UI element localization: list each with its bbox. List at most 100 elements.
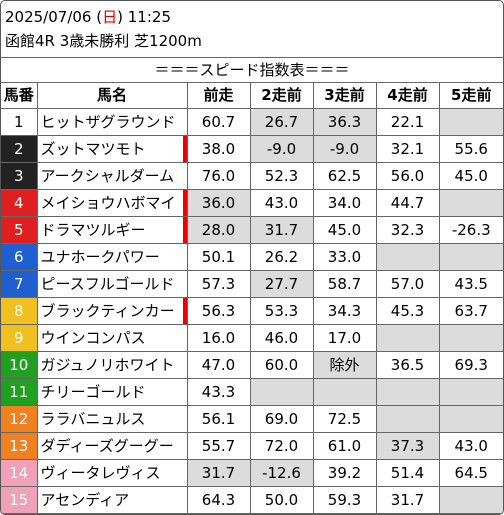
- col-header-name: 馬名: [36, 82, 188, 109]
- speed-5back: [438, 243, 503, 271]
- header-row: 馬番 馬名 前走 2走前 3走前 4走前 5走前: [1, 82, 503, 109]
- speed-5back: 63.7: [438, 297, 503, 325]
- horse-name: メイショウハボマイ: [36, 189, 188, 217]
- speed-5back: [438, 324, 503, 352]
- speed-3back: 59.3: [312, 486, 377, 514]
- horse-number: 11: [1, 378, 38, 406]
- speed-last: 38.0: [186, 135, 251, 163]
- col-header-4back: 4走前: [375, 82, 440, 109]
- table-row: 2 ズットマツモト 38.0 -9.0 -9.0 32.1 55.6: [1, 135, 503, 163]
- speed-5back: [438, 486, 503, 514]
- speed-3back: 72.5: [312, 405, 377, 433]
- horse-number: 1: [1, 108, 38, 136]
- speed-last: 64.3: [186, 486, 251, 514]
- speed-2back: 27.7: [249, 270, 314, 298]
- race-weekday: 日: [102, 8, 118, 26]
- speed-4back: 32.1: [375, 135, 440, 163]
- speed-4back: [375, 378, 440, 406]
- speed-last: 16.0: [186, 324, 251, 352]
- table-row: 1 ヒットザグラウンド 60.7 26.7 36.3 22.1: [1, 108, 503, 136]
- speed-last: 56.1: [186, 405, 251, 433]
- speed-4back: 57.0: [375, 270, 440, 298]
- horse-number: 3: [1, 162, 38, 190]
- speed-2back: 46.0: [249, 324, 314, 352]
- table-body: 1 ヒットザグラウンド 60.7 26.7 36.3 22.1 2 ズットマツモト 38.0 -9…: [1, 108, 503, 514]
- speed-5back: -26.3: [438, 216, 503, 244]
- horse-name: アークシャルダーム: [36, 162, 188, 190]
- col-header-3back: 3走前: [312, 82, 377, 109]
- race-date: 2025/07/06: [5, 8, 92, 26]
- speed-3back: 39.2: [312, 459, 377, 487]
- speed-4back: 31.7: [375, 486, 440, 514]
- speed-3back: [312, 378, 377, 406]
- speed-last: 36.0: [186, 189, 251, 217]
- speed-3back: -9.0: [312, 135, 377, 163]
- speed-3back: 61.0: [312, 432, 377, 460]
- table-row: 14 ヴィータレヴィス 31.7 -12.6 39.2 51.4 64.5: [1, 459, 503, 487]
- speed-last: 28.0: [186, 216, 251, 244]
- speed-4back: 51.4: [375, 459, 440, 487]
- speed-last: 43.3: [186, 378, 251, 406]
- horse-name: ガジュノリホワイト: [36, 351, 188, 379]
- speed-5back: 69.3: [438, 351, 503, 379]
- horse-number: 5: [1, 216, 38, 244]
- speed-4back: 37.3: [375, 432, 440, 460]
- speed-5back: [438, 378, 503, 406]
- table-row: 7 ピースフルゴールド 57.3 27.7 58.7 57.0 43.5: [1, 270, 503, 298]
- speed-last: 56.3: [186, 297, 251, 325]
- table-row: 11 チリーゴールド 43.3: [1, 378, 503, 406]
- speed-4back: 22.1: [375, 108, 440, 136]
- speed-3back: 34.0: [312, 189, 377, 217]
- table-row: 9 ウインコンパス 16.0 46.0 17.0: [1, 324, 503, 352]
- table-row: 15 アセンディア 64.3 50.0 59.3 31.7: [1, 486, 503, 514]
- speed-3back: 62.5: [312, 162, 377, 190]
- race-info: 函館4R 3歳未勝利 芝1200m: [5, 32, 202, 50]
- horse-number: 7: [1, 270, 38, 298]
- horse-number: 2: [1, 135, 38, 163]
- table-row: 12 ララバニュルス 56.1 69.0 72.5: [1, 405, 503, 433]
- horse-name: ブラックティンカー: [36, 297, 188, 325]
- speed-index-table: 馬番 馬名 前走 2走前 3走前 4走前 5走前 1 ヒットザグラウンド 60.7 2…: [1, 82, 503, 514]
- horse-number: 9: [1, 324, 38, 352]
- speed-4back: [375, 405, 440, 433]
- speed-4back: 32.3: [375, 216, 440, 244]
- speed-2back: 31.7: [249, 216, 314, 244]
- speed-2back: 26.2: [249, 243, 314, 271]
- horse-number: 4: [1, 189, 38, 217]
- speed-3back: 34.3: [312, 297, 377, 325]
- speed-3back: 45.0: [312, 216, 377, 244]
- speed-2back: 26.7: [249, 108, 314, 136]
- speed-2back: 72.0: [249, 432, 314, 460]
- speed-last: 47.0: [186, 351, 251, 379]
- horse-name: チリーゴールド: [36, 378, 188, 406]
- speed-2back: 60.0: [249, 351, 314, 379]
- speed-last: 57.3: [186, 270, 251, 298]
- speed-last: 31.7: [186, 459, 251, 487]
- speed-2back: 69.0: [249, 405, 314, 433]
- horse-name: ウインコンパス: [36, 324, 188, 352]
- col-header-number: 馬番: [1, 82, 38, 109]
- table-row: 10 ガジュノリホワイト 47.0 60.0 除外 36.5 69.3: [1, 351, 503, 379]
- horse-number: 15: [1, 486, 38, 514]
- speed-4back: [375, 324, 440, 352]
- race-datetime: 2025/07/06 (日) 11:25: [5, 8, 171, 26]
- speed-4back: 36.5: [375, 351, 440, 379]
- horse-name: ドラマツルギー: [36, 216, 188, 244]
- race-time: 11:25: [127, 8, 171, 26]
- speed-5back: 55.6: [438, 135, 503, 163]
- col-header-5back: 5走前: [438, 82, 503, 109]
- horse-name: ユナホークパワー: [36, 243, 188, 271]
- speed-5back: [438, 405, 503, 433]
- speed-4back: 45.3: [375, 297, 440, 325]
- speed-2back: 52.3: [249, 162, 314, 190]
- table-row: 8 ブラックティンカー 56.3 53.3 34.3 45.3 63.7: [1, 297, 503, 325]
- horse-number: 6: [1, 243, 38, 271]
- speed-last: 60.7: [186, 108, 251, 136]
- speed-5back: 45.0: [438, 162, 503, 190]
- horse-name: ヒットザグラウンド: [36, 108, 188, 136]
- horse-number: 13: [1, 432, 38, 460]
- horse-name: ダディーズグーグー: [36, 432, 188, 460]
- speed-3back: 36.3: [312, 108, 377, 136]
- table-row: 3 アークシャルダーム 76.0 52.3 62.5 56.0 45.0: [1, 162, 503, 190]
- speed-3back: 33.0: [312, 243, 377, 271]
